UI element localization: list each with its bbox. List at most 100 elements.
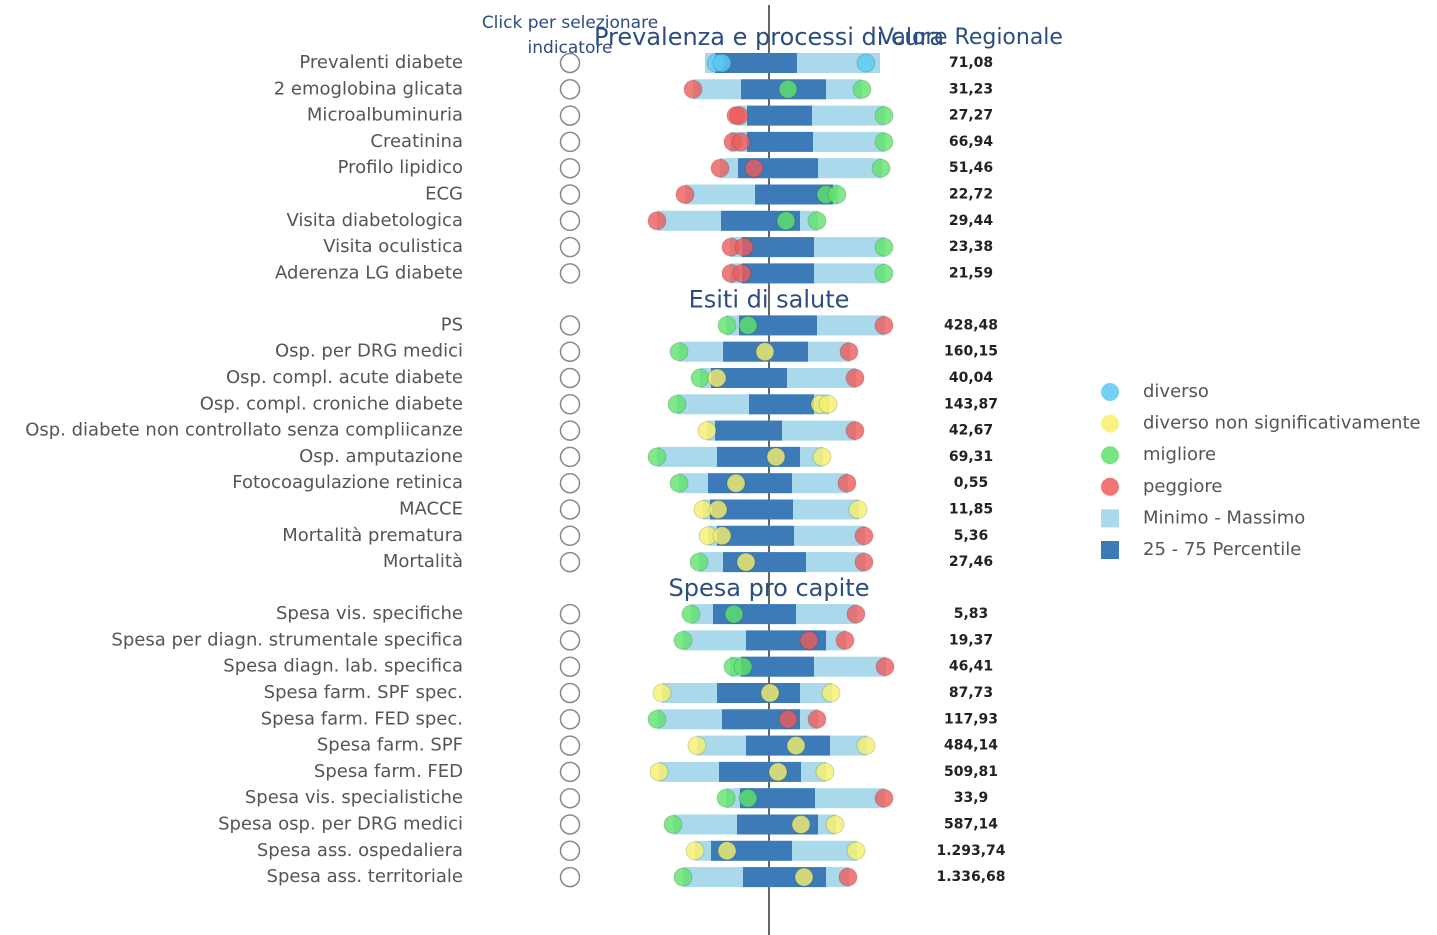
select-radio[interactable] <box>559 603 581 625</box>
status-dot <box>710 158 730 178</box>
section-title: Esiti di salute <box>689 285 850 313</box>
row-label: Mortalità prematura <box>282 525 463 546</box>
legend-label: diverso non significativamente <box>1143 413 1421 434</box>
row-label: Microalbuminuria <box>307 105 463 126</box>
select-radio[interactable] <box>559 394 581 415</box>
select-radio[interactable] <box>559 105 581 126</box>
status-dot <box>776 211 796 231</box>
status-dot <box>874 132 894 152</box>
select-radio[interactable] <box>559 866 581 888</box>
iqr-bar <box>723 552 806 573</box>
row-label: Spesa per diagn. strumentale specifica <box>111 629 463 650</box>
select-radio[interactable] <box>559 236 581 258</box>
select-radio[interactable] <box>559 472 581 494</box>
select-radio[interactable] <box>559 131 581 153</box>
legend-marker <box>1101 477 1119 496</box>
status-dot <box>685 841 705 861</box>
status-dot <box>687 736 707 756</box>
status-dot <box>874 788 894 808</box>
status-dot <box>729 106 749 126</box>
regional-value: 42,67 <box>949 423 993 439</box>
regional-value: 27,46 <box>949 554 993 570</box>
select-radio[interactable] <box>559 499 581 520</box>
status-dot <box>683 79 703 99</box>
status-dot <box>856 736 876 756</box>
legend-marker <box>1101 446 1119 465</box>
status-dot <box>712 526 732 546</box>
select-radio[interactable] <box>559 446 581 468</box>
status-dot <box>791 815 811 834</box>
status-dot <box>875 657 895 677</box>
iqr-bar <box>741 656 814 677</box>
select-radio[interactable] <box>559 735 581 756</box>
select-radio[interactable] <box>559 184 581 205</box>
select-radio[interactable] <box>559 709 581 730</box>
row-label: Spesa farm. SPF <box>317 735 463 756</box>
select-radio[interactable] <box>559 525 581 547</box>
iqr-bar <box>717 525 794 546</box>
regional-value: 160,15 <box>944 344 998 360</box>
status-dot <box>690 368 710 388</box>
status-dot <box>689 552 709 572</box>
regional-value: 11,85 <box>949 502 993 518</box>
status-dot <box>724 604 744 624</box>
iqr-bar <box>742 237 814 258</box>
select-radio[interactable] <box>559 210 581 232</box>
legend-marker <box>1101 509 1119 528</box>
status-dot <box>647 709 667 729</box>
select-radio[interactable] <box>559 551 581 573</box>
select-radio[interactable] <box>559 787 581 809</box>
regional-value: 509,81 <box>944 764 998 780</box>
status-dot <box>681 604 701 624</box>
status-dot <box>852 79 872 99</box>
select-radio[interactable] <box>559 630 581 651</box>
section-title: Prevalenza e processi di cura <box>594 23 944 51</box>
regional-value: 5,83 <box>954 606 989 622</box>
status-dot <box>856 53 876 73</box>
select-radio[interactable] <box>559 840 581 862</box>
status-dot <box>732 263 752 283</box>
status-dot <box>839 342 859 362</box>
status-dot <box>821 683 841 703</box>
regional-value: 87,73 <box>949 685 993 701</box>
status-dot <box>755 342 775 362</box>
select-radio[interactable] <box>559 761 581 783</box>
select-radio[interactable] <box>559 656 581 677</box>
legend-label: migliore <box>1143 444 1216 465</box>
row-label: Visita diabetologica <box>286 210 463 231</box>
select-radio[interactable] <box>559 420 581 441</box>
status-dot <box>667 394 687 414</box>
status-dot <box>697 421 717 441</box>
select-radio[interactable] <box>559 315 581 336</box>
status-dot <box>786 736 806 756</box>
regional-value: 1.293,74 <box>936 843 1005 859</box>
section-title: Spesa pro capite <box>669 574 870 602</box>
iqr-bar <box>717 683 800 703</box>
status-dot <box>874 263 894 283</box>
select-radio[interactable] <box>559 367 581 389</box>
select-radio[interactable] <box>559 341 581 362</box>
select-radio[interactable] <box>559 157 581 179</box>
row-label: Spesa vis. specifiche <box>276 603 463 624</box>
select-radio[interactable] <box>559 52 581 74</box>
iqr-bar <box>747 131 813 152</box>
select-radio[interactable] <box>559 79 581 100</box>
regional-value: 22,72 <box>949 187 993 203</box>
status-dot <box>649 762 669 782</box>
regional-value: 587,14 <box>944 817 998 833</box>
select-radio[interactable] <box>559 263 581 284</box>
iqr-bar <box>710 499 793 520</box>
row-label: Spesa osp. per DRG medici <box>218 814 463 835</box>
status-dot <box>854 552 874 572</box>
iqr-bar <box>719 761 801 782</box>
legend-marker <box>1101 414 1119 433</box>
regional-value: 484,14 <box>944 738 998 754</box>
select-radio[interactable] <box>559 682 581 704</box>
status-dot <box>768 762 788 782</box>
regional-value: 40,04 <box>949 370 994 386</box>
status-dot <box>652 683 672 703</box>
status-dot <box>807 709 827 729</box>
select-radio[interactable] <box>559 814 581 835</box>
legend-marker <box>1101 541 1119 559</box>
status-dot <box>846 604 866 624</box>
